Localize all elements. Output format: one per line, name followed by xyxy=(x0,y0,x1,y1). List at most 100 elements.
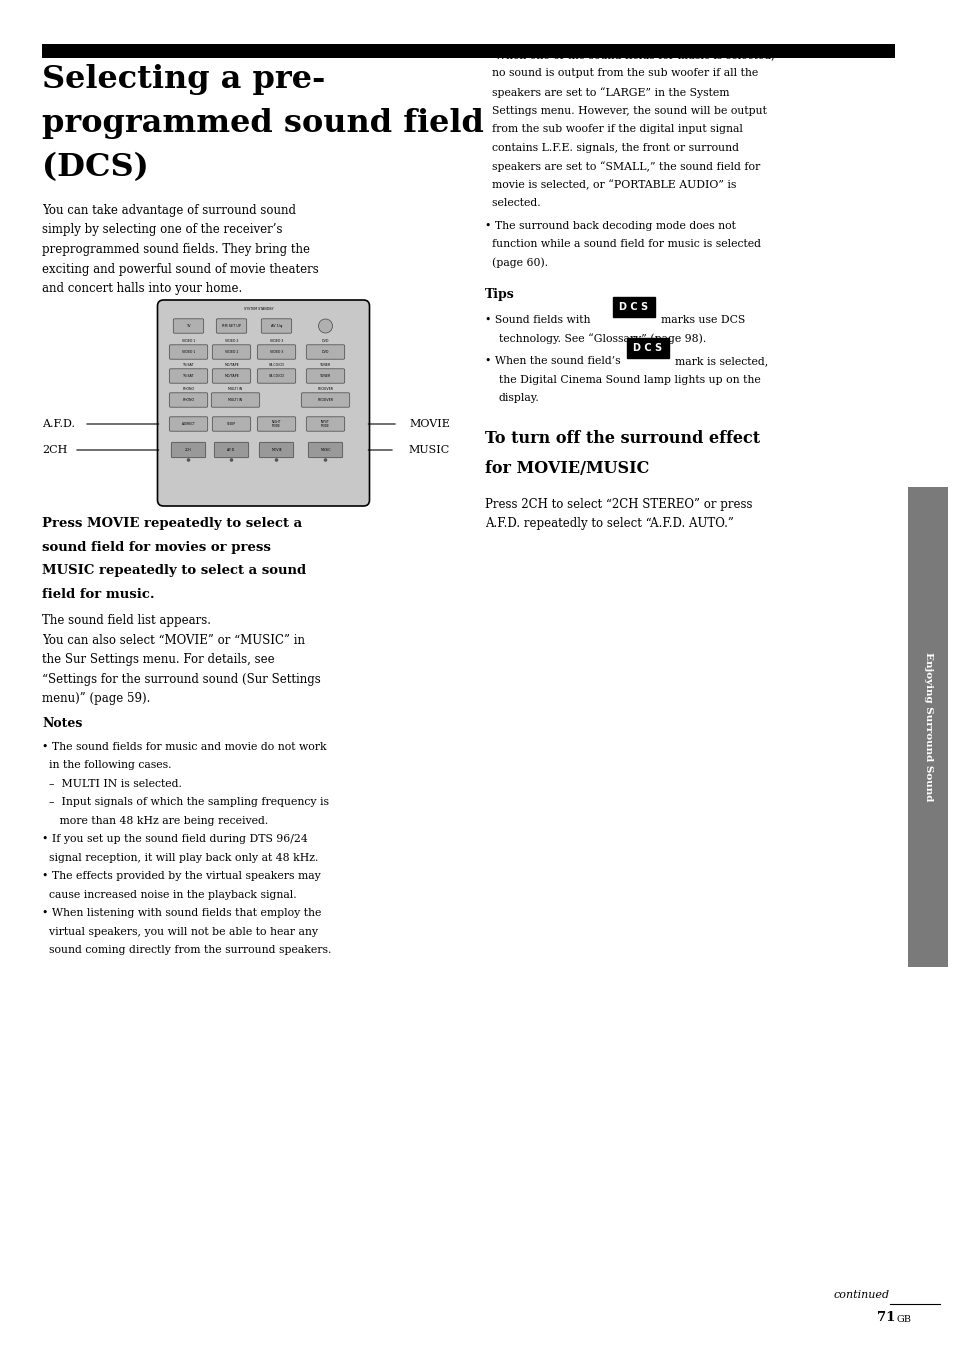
FancyBboxPatch shape xyxy=(213,369,251,383)
Text: MULTI IN: MULTI IN xyxy=(228,388,242,392)
Text: mark is selected,: mark is selected, xyxy=(675,356,767,366)
Text: MOVIE: MOVIE xyxy=(271,448,281,452)
Text: no sound is output from the sub woofer if all the: no sound is output from the sub woofer i… xyxy=(484,69,758,78)
Text: sound coming directly from the surround speakers.: sound coming directly from the surround … xyxy=(42,945,331,956)
FancyBboxPatch shape xyxy=(306,369,344,383)
Text: TUNER: TUNER xyxy=(319,364,331,368)
Text: SA-CD/CD: SA-CD/CD xyxy=(268,364,284,368)
FancyBboxPatch shape xyxy=(306,345,344,360)
Text: Notes: Notes xyxy=(42,717,82,730)
Text: cause increased noise in the playback signal.: cause increased noise in the playback si… xyxy=(42,890,296,900)
Text: A.F.D.: A.F.D. xyxy=(42,419,75,429)
Text: D C S: D C S xyxy=(633,343,662,353)
Text: • The effects provided by the virtual speakers may: • The effects provided by the virtual sp… xyxy=(42,872,320,882)
Text: movie is selected, or “PORTABLE AUDIO” is: movie is selected, or “PORTABLE AUDIO” i… xyxy=(484,180,736,191)
Text: VIDEO 2: VIDEO 2 xyxy=(225,350,238,354)
Text: Selecting a pre-: Selecting a pre- xyxy=(42,64,325,95)
Text: To turn off the surround effect: To turn off the surround effect xyxy=(484,430,760,446)
Text: signal reception, it will play back only at 48 kHz.: signal reception, it will play back only… xyxy=(42,853,318,863)
Text: • When one of the sound fields for music is selected,: • When one of the sound fields for music… xyxy=(484,50,774,59)
Text: Enjoying Surround Sound: Enjoying Surround Sound xyxy=(923,652,931,802)
Bar xyxy=(907,487,947,967)
Text: contains L.F.E. signals, the front or surround: contains L.F.E. signals, the front or su… xyxy=(484,142,739,153)
Text: from the sub woofer if the digital input signal: from the sub woofer if the digital input… xyxy=(484,124,742,134)
Text: more than 48 kHz are being received.: more than 48 kHz are being received. xyxy=(42,817,268,826)
FancyBboxPatch shape xyxy=(213,416,251,431)
Text: A.DIRECT: A.DIRECT xyxy=(181,422,195,426)
FancyBboxPatch shape xyxy=(157,300,369,506)
Text: MUSIC: MUSIC xyxy=(408,445,450,456)
Text: INPUT
MODE: INPUT MODE xyxy=(321,419,330,429)
Text: TV/SAT: TV/SAT xyxy=(183,364,194,368)
Text: VIDEO 2: VIDEO 2 xyxy=(225,339,238,343)
FancyBboxPatch shape xyxy=(216,319,247,333)
FancyBboxPatch shape xyxy=(308,442,342,458)
Text: VIDEO 1: VIDEO 1 xyxy=(182,350,195,354)
Text: “Settings for the surround sound (Sur Settings: “Settings for the surround sound (Sur Se… xyxy=(42,672,320,685)
FancyBboxPatch shape xyxy=(169,345,208,360)
Text: MUSIC repeatedly to select a sound: MUSIC repeatedly to select a sound xyxy=(42,564,306,577)
Text: You can also select “MOVIE” or “MUSIC” in: You can also select “MOVIE” or “MUSIC” i… xyxy=(42,634,305,646)
FancyBboxPatch shape xyxy=(172,442,206,458)
Text: and concert halls into your home.: and concert halls into your home. xyxy=(42,283,242,295)
Text: –  Input signals of which the sampling frequency is: – Input signals of which the sampling fr… xyxy=(42,798,329,807)
Text: field for music.: field for music. xyxy=(42,588,154,600)
FancyBboxPatch shape xyxy=(306,416,344,431)
Text: MD/TAPE: MD/TAPE xyxy=(224,364,238,368)
Text: preprogrammed sound fields. They bring the: preprogrammed sound fields. They bring t… xyxy=(42,243,310,256)
Text: MOVIE: MOVIE xyxy=(409,419,450,429)
FancyBboxPatch shape xyxy=(257,369,295,383)
Text: TV/SAT: TV/SAT xyxy=(183,375,194,379)
Circle shape xyxy=(323,458,327,462)
FancyBboxPatch shape xyxy=(169,416,208,431)
Text: SA-CD/CD: SA-CD/CD xyxy=(268,375,284,379)
Text: VIDEO 3: VIDEO 3 xyxy=(270,339,283,343)
Text: the Sur Settings menu. For details, see: the Sur Settings menu. For details, see xyxy=(42,653,274,667)
Text: in the following cases.: in the following cases. xyxy=(42,760,172,771)
Text: programmed sound field: programmed sound field xyxy=(42,108,483,139)
Text: the Digital Cinema Sound lamp lights up on the: the Digital Cinema Sound lamp lights up … xyxy=(498,375,760,384)
Text: 2CH: 2CH xyxy=(42,445,68,456)
Text: • If you set up the sound field during DTS 96/24: • If you set up the sound field during D… xyxy=(42,834,308,845)
Circle shape xyxy=(187,458,190,462)
Text: 71: 71 xyxy=(876,1311,894,1324)
Text: continued: continued xyxy=(833,1290,889,1301)
Text: exciting and powerful sound of movie theaters: exciting and powerful sound of movie the… xyxy=(42,262,318,276)
Text: D C S: D C S xyxy=(618,301,648,312)
Text: GB: GB xyxy=(896,1315,911,1324)
Text: PHONO: PHONO xyxy=(182,397,194,402)
Circle shape xyxy=(230,458,233,462)
Text: 2CH: 2CH xyxy=(185,448,192,452)
Text: display.: display. xyxy=(498,393,539,403)
Text: (DCS): (DCS) xyxy=(42,151,149,183)
Text: Press 2CH to select “2CH STEREO” or press: Press 2CH to select “2CH STEREO” or pres… xyxy=(484,498,752,511)
Text: SLEEP: SLEEP xyxy=(227,422,235,426)
Text: PHONO: PHONO xyxy=(182,388,194,392)
Text: You can take advantage of surround sound: You can take advantage of surround sound xyxy=(42,204,295,218)
Text: RECEIVER: RECEIVER xyxy=(317,388,334,392)
Text: RECEIVER: RECEIVER xyxy=(317,397,334,402)
Text: VIDEO 1: VIDEO 1 xyxy=(182,339,195,343)
Text: VIDEO 3: VIDEO 3 xyxy=(270,350,283,354)
FancyBboxPatch shape xyxy=(211,393,259,407)
Bar xyxy=(42,45,894,58)
Text: MUSIC: MUSIC xyxy=(320,448,331,452)
Text: (page 60).: (page 60). xyxy=(484,257,548,268)
Circle shape xyxy=(274,458,278,462)
Circle shape xyxy=(318,319,333,333)
Text: sound field for movies or press: sound field for movies or press xyxy=(42,541,271,553)
Text: Press MOVIE repeatedly to select a: Press MOVIE repeatedly to select a xyxy=(42,516,302,530)
Bar xyxy=(626,338,668,357)
Text: speakers are set to “SMALL,” the sound field for: speakers are set to “SMALL,” the sound f… xyxy=(484,161,760,172)
FancyBboxPatch shape xyxy=(259,442,294,458)
FancyBboxPatch shape xyxy=(169,393,208,407)
Text: TUNER: TUNER xyxy=(319,375,331,379)
Text: function while a sound field for music is selected: function while a sound field for music i… xyxy=(484,239,760,249)
Text: A.F.D. repeatedly to select “A.F.D. AUTO.”: A.F.D. repeatedly to select “A.F.D. AUTO… xyxy=(484,516,733,530)
Text: DVD: DVD xyxy=(321,350,329,354)
Text: The sound field list appears.: The sound field list appears. xyxy=(42,614,211,627)
Text: AV 1/φ: AV 1/φ xyxy=(271,324,282,329)
Text: virtual speakers, you will not be able to hear any: virtual speakers, you will not be able t… xyxy=(42,927,317,937)
Text: for MOVIE/MUSIC: for MOVIE/MUSIC xyxy=(484,460,649,476)
Text: DVD: DVD xyxy=(321,339,329,343)
